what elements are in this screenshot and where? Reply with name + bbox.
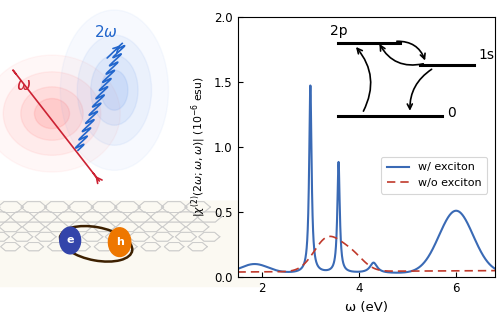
Ellipse shape xyxy=(0,55,120,172)
w/ exciton xyxy=(308,84,314,88)
w/o exciton xyxy=(355,254,361,258)
Text: e: e xyxy=(66,235,74,245)
Line: w/ exciton: w/ exciton xyxy=(238,86,500,273)
Ellipse shape xyxy=(21,87,83,140)
w/ exciton xyxy=(248,262,254,266)
Ellipse shape xyxy=(101,70,128,110)
w/o exciton xyxy=(489,269,495,273)
w/ exciton xyxy=(490,265,496,269)
w/o exciton xyxy=(497,269,500,273)
Ellipse shape xyxy=(4,72,101,155)
Circle shape xyxy=(60,227,80,254)
w/ exciton xyxy=(394,271,400,275)
Ellipse shape xyxy=(60,10,168,170)
Y-axis label: $|\chi^{(2)}(2\omega;\omega,\omega)|$ $(10^{-6}$ esu): $|\chi^{(2)}(2\omega;\omega,\omega)|$ $(… xyxy=(190,77,208,217)
w/o exciton xyxy=(234,270,240,274)
X-axis label: ω (eV): ω (eV) xyxy=(345,301,388,314)
Ellipse shape xyxy=(90,55,138,125)
w/ exciton xyxy=(362,269,368,273)
Text: $\omega$: $\omega$ xyxy=(16,76,31,94)
w/ exciton xyxy=(490,265,496,269)
w/ exciton xyxy=(497,269,500,273)
w/o exciton xyxy=(490,269,496,273)
Text: $2\omega$: $2\omega$ xyxy=(94,24,118,40)
w/ exciton xyxy=(234,267,240,271)
Ellipse shape xyxy=(34,99,70,129)
w/ exciton xyxy=(442,222,448,226)
Text: h: h xyxy=(116,237,124,247)
w/o exciton xyxy=(248,270,254,274)
Circle shape xyxy=(108,228,131,257)
Line: w/o exciton: w/o exciton xyxy=(238,236,500,272)
w/ exciton xyxy=(355,270,361,274)
Ellipse shape xyxy=(77,35,152,145)
w/o exciton xyxy=(327,234,333,238)
Legend: w/ exciton, w/o exciton: w/ exciton, w/o exciton xyxy=(381,157,487,193)
w/o exciton xyxy=(362,260,368,264)
FancyBboxPatch shape xyxy=(0,200,273,287)
w/o exciton xyxy=(441,269,447,273)
